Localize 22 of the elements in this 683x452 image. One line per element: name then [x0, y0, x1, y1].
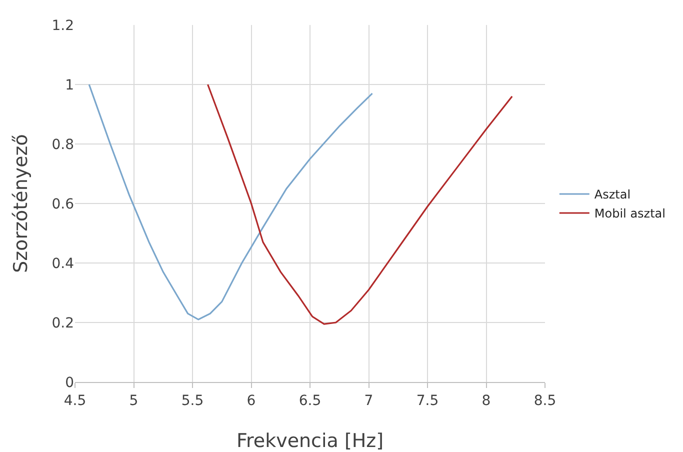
x-tick-label: 8 [482, 392, 491, 409]
x-tick-label: 8.5 [534, 392, 556, 409]
y-tick-label: 0.2 [52, 315, 74, 332]
x-tick-label: 7.5 [416, 392, 439, 409]
y-tick-label: 1 [65, 77, 74, 94]
y-tick-label: 0 [65, 374, 74, 391]
line-series [88, 84, 374, 320]
x-tick-label: 5.5 [181, 392, 204, 409]
legend-label: Asztal [594, 188, 631, 202]
x-tick-label: 7 [364, 392, 374, 409]
y-tick-label: 0.8 [52, 136, 74, 153]
x-tick-label: 4.5 [64, 392, 86, 409]
x-tick-label: 6.5 [298, 392, 322, 409]
x-tick-label: 5 [129, 392, 138, 409]
y-tick-label: 1.2 [52, 18, 74, 34]
x-tick-label: 6 [246, 392, 256, 409]
y-axis-title: Szorzótényező [10, 134, 32, 273]
y-tick-label: 0.6 [52, 196, 74, 212]
line-series [206, 84, 513, 325]
legend-label: Mobil asztal [594, 206, 666, 221]
y-tick-label: 0.4 [52, 256, 74, 272]
x-axis-title: Frekvencia [Hz] [236, 430, 384, 452]
